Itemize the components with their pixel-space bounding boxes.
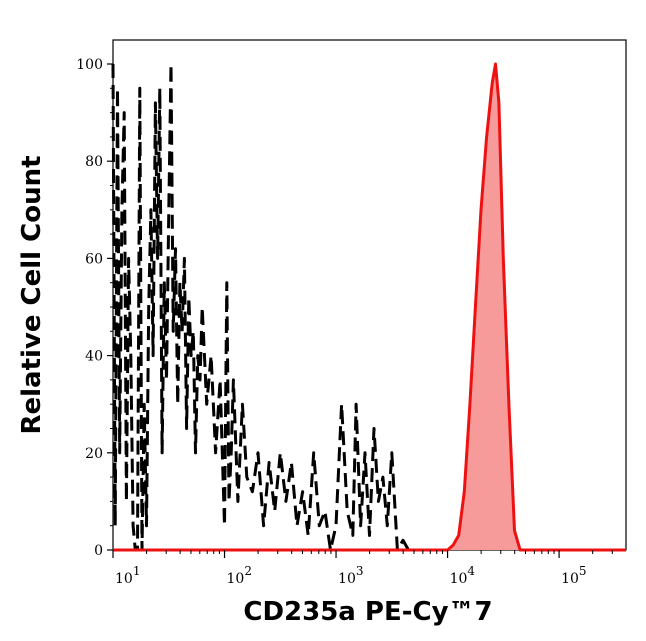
x-tick-label: 103 xyxy=(338,564,363,587)
x-axis-label: CD235a PE-Cy™7 xyxy=(243,597,492,627)
axes-layer: 101 102 103 104 105 0 20 40 60 80 100 xyxy=(76,57,613,587)
y-tick-label: 0 xyxy=(94,543,103,559)
series-fill-1 xyxy=(113,64,626,550)
series-layer xyxy=(111,62,626,552)
x-tick-label: 102 xyxy=(227,564,252,587)
x-tick-exponent: 2 xyxy=(244,564,252,578)
x-tick-exponent: 5 xyxy=(579,564,587,578)
x-tick-label: 101 xyxy=(115,564,140,587)
series-line-1 xyxy=(113,62,626,552)
x-tick-exponent: 3 xyxy=(356,564,364,578)
x-tick-exponent: 1 xyxy=(133,564,141,578)
y-tick-label: 40 xyxy=(85,349,103,365)
y-tick-label: 100 xyxy=(76,57,103,73)
x-tick-label: 105 xyxy=(561,564,586,587)
y-tick-label: 20 xyxy=(85,446,103,462)
y-tick-label: 80 xyxy=(85,154,103,170)
x-tick-label: 104 xyxy=(450,564,476,587)
plot-frame xyxy=(112,39,627,551)
x-tick-exponent: 4 xyxy=(467,564,475,578)
series-line-0 xyxy=(111,62,410,552)
y-tick-label: 60 xyxy=(85,251,103,267)
y-axis-label: Relative Cell Count xyxy=(17,155,47,434)
